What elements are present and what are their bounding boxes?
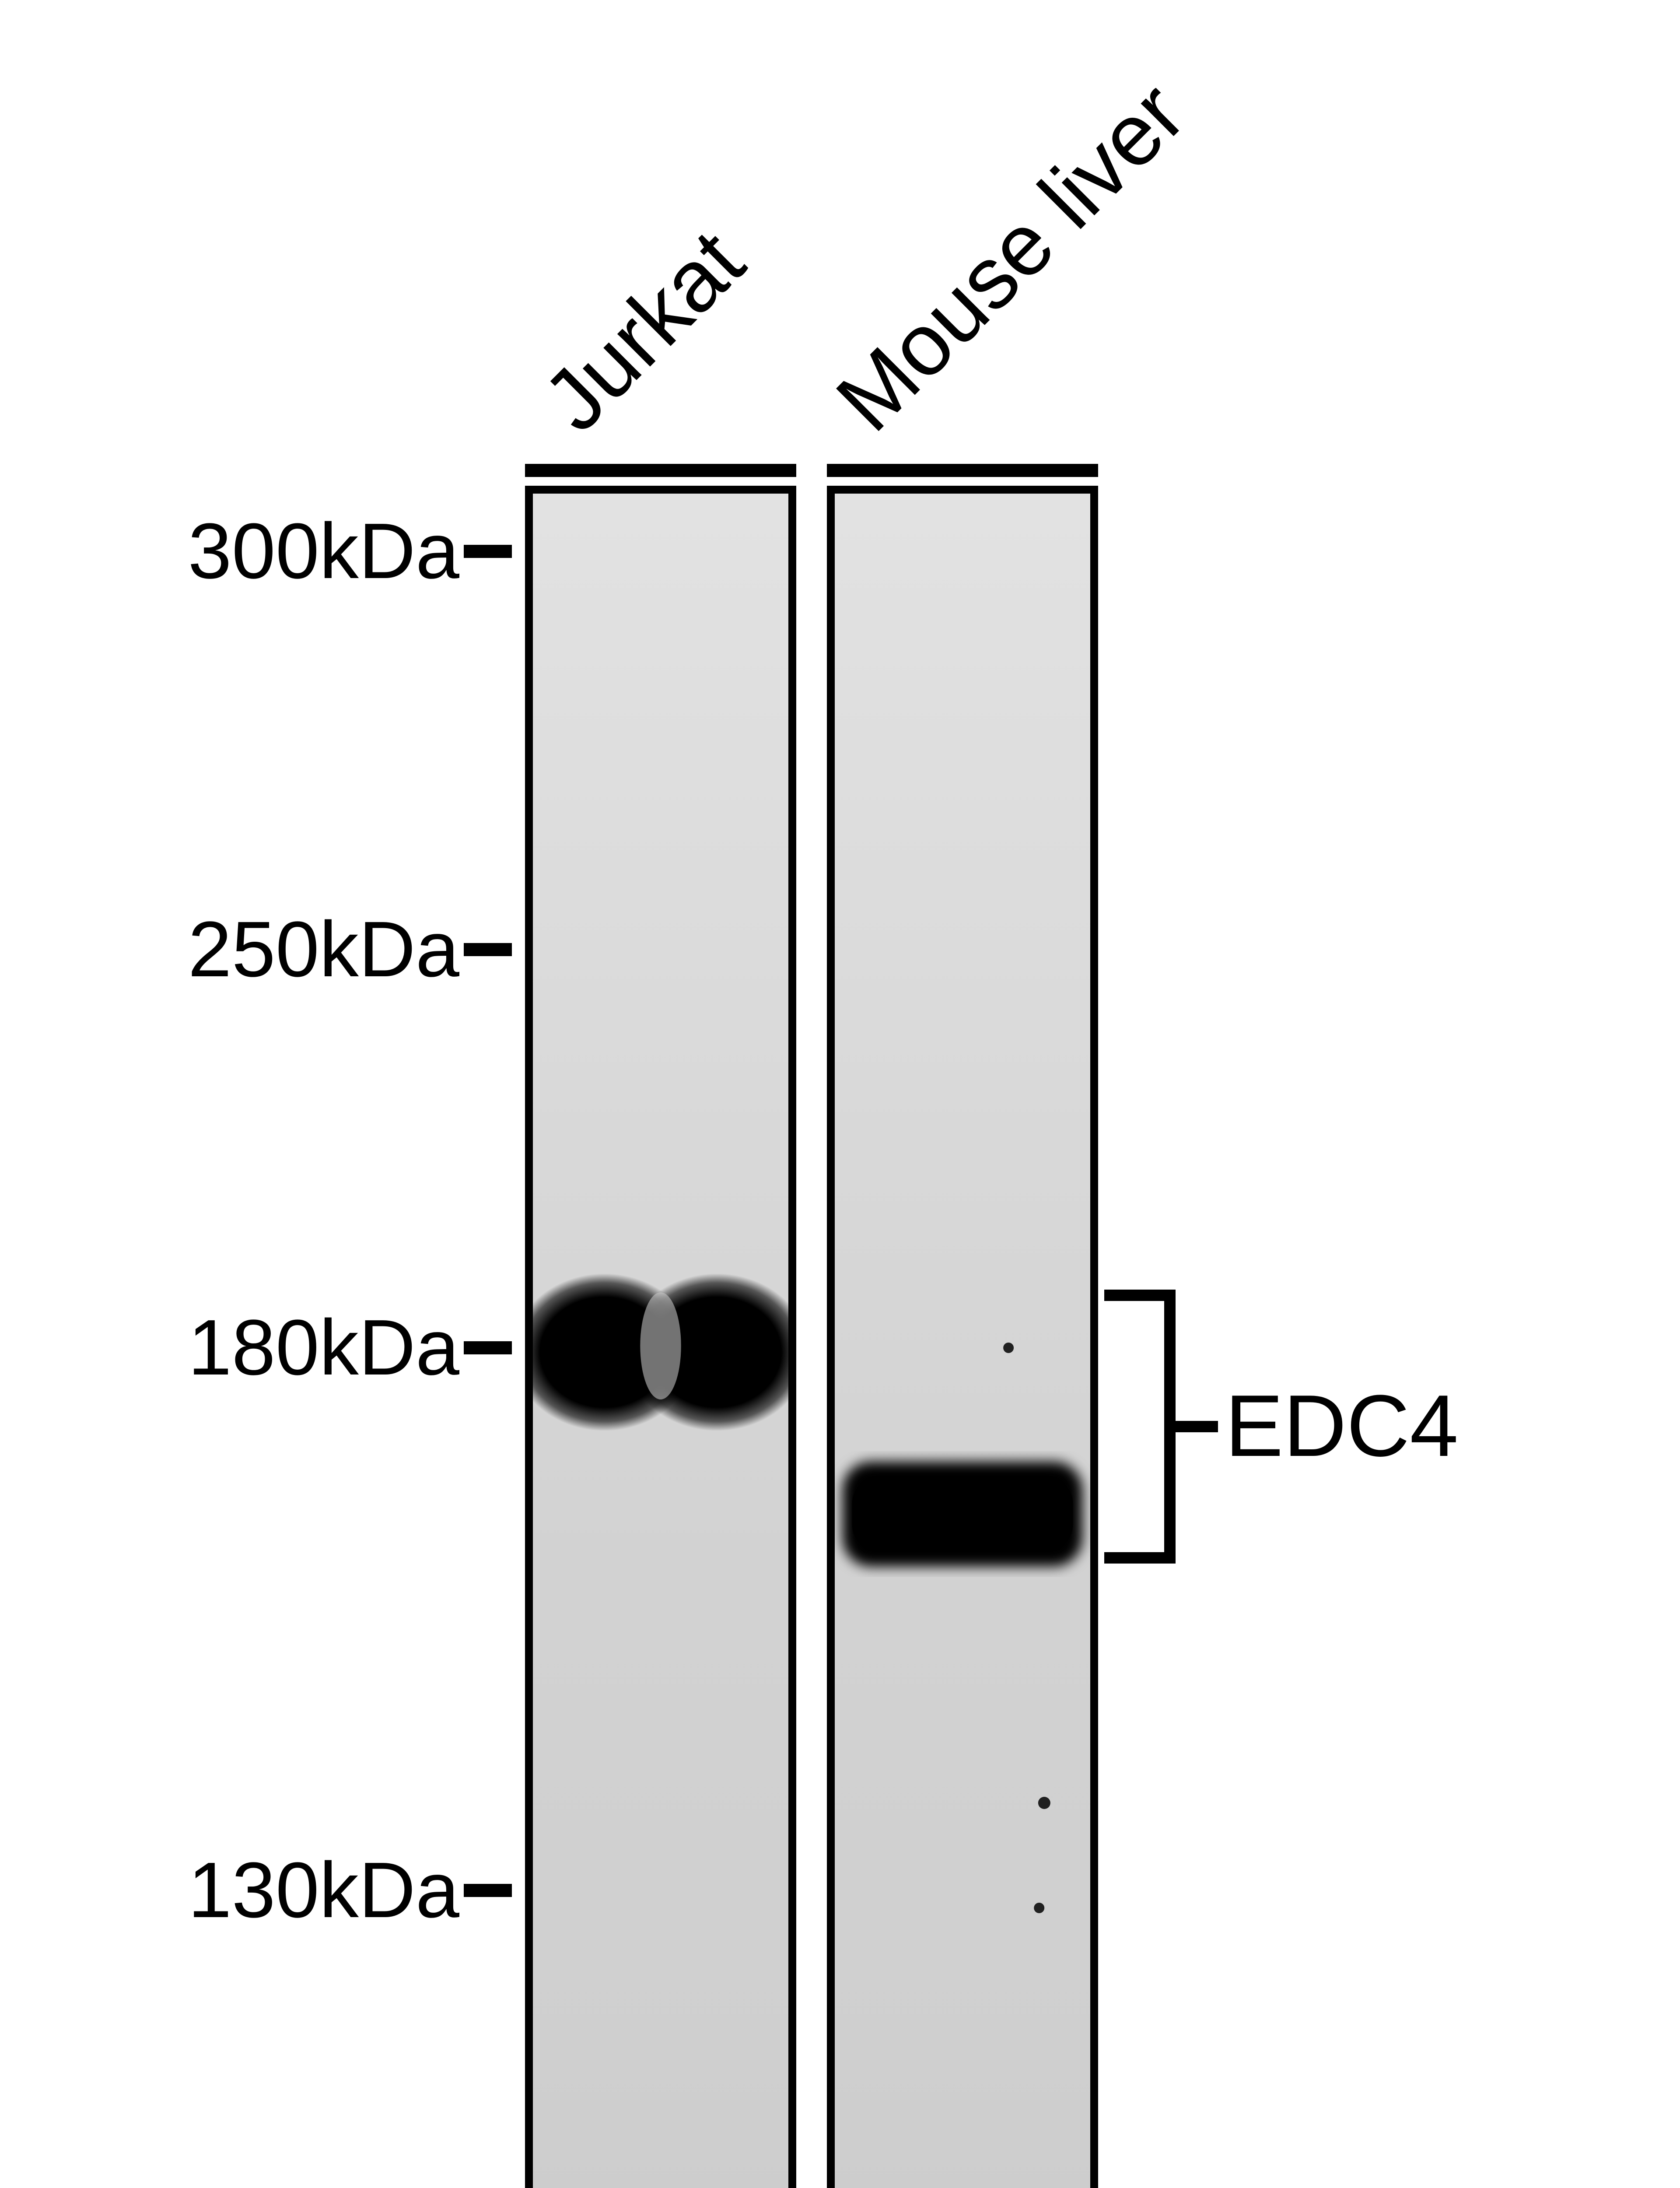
mw-marker-label: 180kDa bbox=[0, 1302, 459, 1393]
target-bracket bbox=[1102, 1287, 1225, 1567]
mw-marker-label: 300kDa bbox=[0, 506, 459, 596]
western-blot-figure: 300kDa250kDa180kDa130kDa100kDaJurkatMous… bbox=[0, 0, 1680, 2188]
lane-box bbox=[525, 486, 796, 2188]
speckle bbox=[1034, 1903, 1044, 1913]
lane-svg bbox=[533, 494, 788, 2188]
lane-label: Mouse liver bbox=[817, 63, 1204, 451]
mw-marker-label: 250kDa bbox=[0, 904, 459, 995]
lane-box bbox=[827, 486, 1098, 2188]
lane-label: Jurkat bbox=[524, 211, 763, 451]
mw-marker-tick bbox=[464, 1341, 512, 1354]
mw-marker-tick bbox=[464, 1884, 512, 1897]
lane-underline bbox=[827, 464, 1098, 477]
speckle bbox=[1038, 1797, 1050, 1809]
mw-marker-label: 130kDa bbox=[0, 1845, 459, 1936]
mw-marker-tick bbox=[464, 545, 512, 558]
target-label: EDC4 bbox=[1225, 1376, 1459, 1476]
mw-marker-tick bbox=[464, 943, 512, 956]
speckle bbox=[1003, 1343, 1014, 1353]
lane-svg bbox=[835, 494, 1090, 2188]
lane-underline bbox=[525, 464, 796, 477]
